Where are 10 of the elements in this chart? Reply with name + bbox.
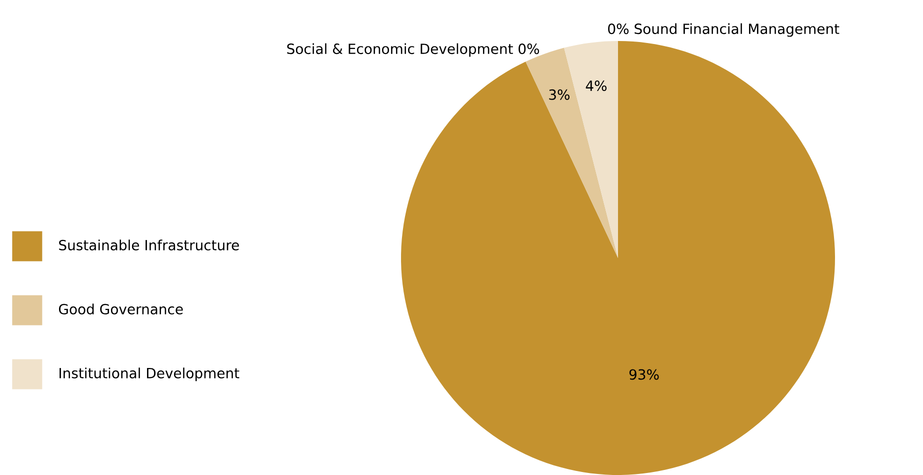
category-label: Social & Economic Development (287, 43, 513, 57)
text: 0% (518, 44, 540, 54)
text: 0% (608, 24, 629, 34)
legend-label: Institutional Development (60, 368, 240, 382)
legend-label: Sustainable Infrastructure (59, 240, 239, 250)
data-label: 93% (629, 369, 659, 380)
data-label: 3% (549, 89, 570, 100)
legend-label: Good Governance (58, 304, 183, 314)
category-label: Sound Financial Management (634, 23, 840, 37)
data-label: 4% (586, 80, 607, 92)
